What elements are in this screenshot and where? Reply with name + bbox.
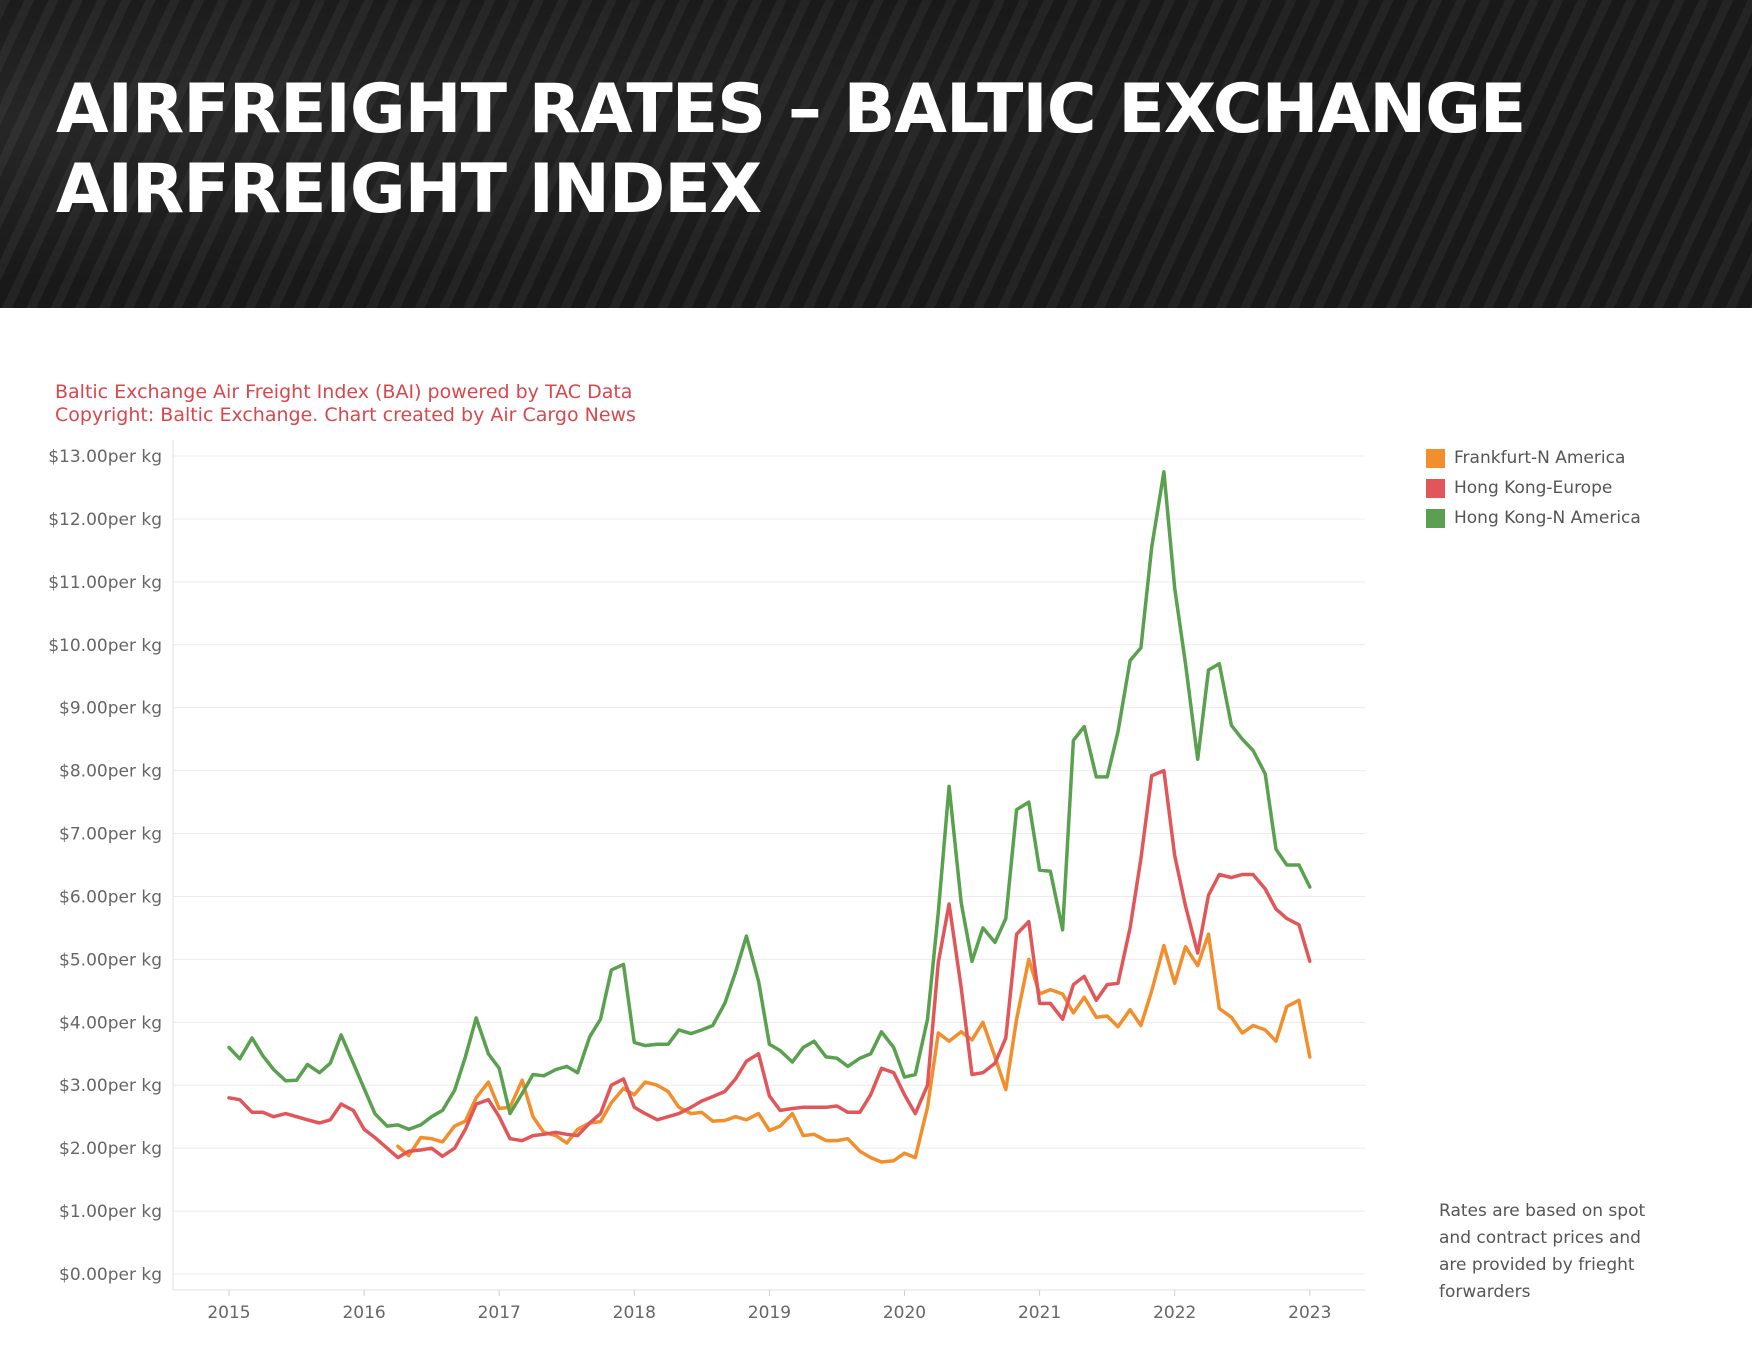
y-tick-label: $8.00per kg xyxy=(59,762,162,782)
y-tick-label: $1.00per kg xyxy=(59,1202,162,1222)
legend-item-frankfurt-n-america[interactable]: Frankfurt-N America xyxy=(1426,443,1641,473)
footnote: Rates are based on spot and contract pri… xyxy=(1439,1201,1646,1302)
legend: Frankfurt-N America Hong Kong-Europe Hong … xyxy=(1426,443,1641,533)
y-axis-ticks: $13.00per kg $12.00per kg $11.00per kg $10.… xyxy=(48,447,162,1285)
x-tick-label: 2023 xyxy=(1288,1303,1331,1323)
source-line-1: Baltic Exchange Air Freight Index (BAI) … xyxy=(55,381,633,403)
legend-label: Hong Kong-N America xyxy=(1454,508,1641,528)
x-tick-label: 2016 xyxy=(342,1303,385,1323)
gridlines xyxy=(173,455,1365,1275)
y-tick-label: $9.00per kg xyxy=(59,699,162,719)
x-axis-ticks: 2015 2016 2017 2018 2019 2020 2021 2022 2023 xyxy=(207,1290,1331,1323)
legend-swatch xyxy=(1426,508,1445,528)
legend-swatch xyxy=(1426,478,1445,498)
y-tick-label: $4.00per kg xyxy=(59,1013,162,1033)
y-tick-label: $3.00per kg xyxy=(59,1076,162,1096)
x-tick-label: 2021 xyxy=(1018,1303,1061,1323)
legend-item-hong-kong-europe[interactable]: Hong Kong-Europe xyxy=(1426,473,1641,503)
page-title: AIRFREIGHT RATES – BALTIC EXCHANGE AIRFR… xyxy=(56,70,1526,229)
x-tick-label: 2018 xyxy=(613,1303,656,1323)
y-tick-label: $6.00per kg xyxy=(59,887,162,907)
legend-item-hong-kong-n-america[interactable]: Hong Kong-N America xyxy=(1426,503,1641,533)
y-tick-label: $7.00per kg xyxy=(59,825,162,845)
x-tick-label: 2019 xyxy=(748,1303,791,1323)
y-tick-label: $12.00per kg xyxy=(48,510,162,530)
header-banner: AIRFREIGHT RATES – BALTIC EXCHANGE AIRFR… xyxy=(0,0,1752,308)
series-line-hong-kong-n-america xyxy=(227,470,1312,1132)
series-lines xyxy=(227,470,1312,1164)
x-tick-label: 2017 xyxy=(478,1303,521,1323)
y-tick-label: $11.00per kg xyxy=(48,573,162,593)
legend-label: Hong Kong-Europe xyxy=(1454,478,1613,498)
x-tick-label: 2020 xyxy=(883,1303,926,1323)
axes xyxy=(172,440,1365,1291)
y-tick-label: $10.00per kg xyxy=(48,636,162,656)
source-line-2: Copyright: Baltic Exchange. Chart create… xyxy=(55,404,636,426)
source-note: Baltic Exchange Air Freight Index (BAI) … xyxy=(55,381,636,427)
y-tick-label: $13.00per kg xyxy=(48,447,162,467)
x-tick-label: 2022 xyxy=(1153,1303,1196,1323)
y-tick-label: $5.00per kg xyxy=(59,950,162,970)
series-line-frankfurt-n-america xyxy=(396,932,1312,1164)
x-tick-label: 2015 xyxy=(207,1303,250,1323)
y-tick-label: $0.00per kg xyxy=(59,1265,162,1285)
legend-label: Frankfurt-N America xyxy=(1454,448,1626,468)
y-tick-label: $2.00per kg xyxy=(59,1139,162,1159)
series-line-hong-kong-europe xyxy=(227,768,1312,1160)
legend-swatch xyxy=(1426,448,1445,468)
